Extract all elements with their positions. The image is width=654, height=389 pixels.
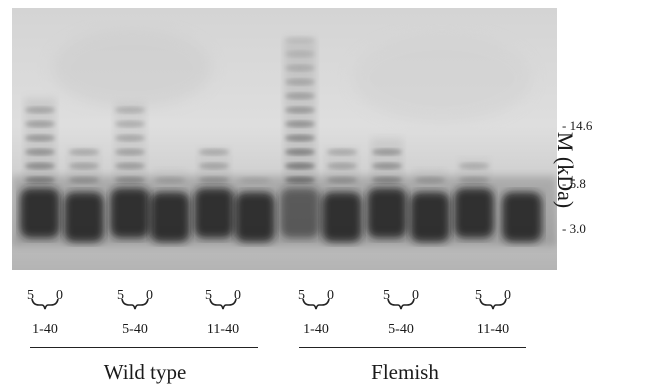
lane-high-label: 5: [205, 288, 212, 303]
lane-band: [25, 120, 55, 128]
lane-group-fl-5-40: 5 0 5-40: [383, 288, 419, 348]
group-divider-line: [30, 347, 258, 348]
lane-main-band: [454, 188, 494, 238]
marker-3-0: - 3.0: [562, 221, 586, 236]
lane-band: [115, 162, 145, 170]
lane-band: [69, 148, 99, 156]
lane-band: [459, 176, 489, 184]
lane-band: [240, 176, 270, 184]
lane-high-label: 5: [475, 288, 482, 303]
brace-icon: [302, 298, 330, 310]
lane-band: [199, 162, 229, 170]
brace-icon: [209, 298, 237, 310]
lane-band: [285, 162, 315, 170]
lane-band: [25, 106, 55, 114]
lane-range-label: 1-40: [32, 322, 58, 337]
lane-main-band: [410, 192, 450, 242]
lane-group-wt-5-40: 5 0 5-40: [117, 288, 153, 348]
lane-low-label: 0: [234, 288, 241, 303]
lane-band: [285, 176, 315, 184]
gel-blot-image: [12, 8, 557, 270]
lane-band: [285, 36, 315, 44]
lane-main-band: [322, 192, 362, 242]
brace-icon: [31, 298, 59, 310]
lane-range-label: 5-40: [388, 322, 414, 337]
lane-band: [25, 176, 55, 184]
lane-high-label: 5: [383, 288, 390, 303]
lane-main-band: [367, 188, 407, 238]
lane-band: [327, 162, 357, 170]
lane-low-label: 0: [56, 288, 63, 303]
lane-main-band: [150, 192, 190, 242]
lane-band: [327, 148, 357, 156]
brace-icon: [387, 298, 415, 310]
lane-band: [285, 92, 315, 100]
lane-band: [285, 148, 315, 156]
lane-band: [372, 176, 402, 184]
lane-band: [285, 78, 315, 86]
marker-14-6: - 14.6: [562, 118, 593, 133]
brace-icon: [121, 298, 149, 310]
lane-main-band: [194, 188, 234, 238]
lane-group-wt-11-40: 5 0 11-40: [205, 288, 241, 348]
lane-band: [69, 176, 99, 184]
lane-band: [285, 64, 315, 72]
lane-band: [155, 176, 185, 184]
axis-title: M (kDa): [553, 131, 578, 209]
lane-main-band: [280, 188, 320, 238]
lane-band: [25, 162, 55, 170]
lane-band: [199, 176, 229, 184]
lane-high-label: 5: [298, 288, 305, 303]
lane-range-label: 5-40: [122, 322, 148, 337]
lane-main-band: [235, 192, 275, 242]
lane-band: [115, 106, 145, 114]
lane-band: [199, 148, 229, 156]
lane-band: [115, 176, 145, 184]
marker-5-8: - 5.8: [562, 176, 586, 191]
lane-range-label: 11-40: [476, 322, 510, 337]
lane-high-label: 5: [27, 288, 34, 303]
lane-band: [415, 176, 445, 184]
lane-low-label: 0: [146, 288, 153, 303]
lane-group-fl-1-40: 5 0 1-40: [298, 288, 334, 348]
lane-low-label: 0: [327, 288, 334, 303]
lane-band: [115, 120, 145, 128]
lane-band: [372, 148, 402, 156]
lane-band: [285, 50, 315, 58]
lane-band: [115, 134, 145, 142]
group-label-flemish: Flemish: [371, 360, 439, 384]
lane-band: [25, 148, 55, 156]
lane-range-label: 1-40: [303, 322, 329, 337]
lane-main-band: [502, 192, 542, 242]
lane-band: [285, 134, 315, 142]
lane-smear: [114, 103, 146, 186]
lane-band: [25, 134, 55, 142]
lane-high-label: 5: [117, 288, 124, 303]
lane-group-fl-11-40: 5 0 11-40: [475, 288, 511, 348]
lane-group-wt-1-40: 5 0 1-40: [27, 288, 63, 348]
lane-main-band: [20, 188, 60, 238]
lane-band: [115, 148, 145, 156]
lane-band: [69, 162, 99, 170]
lane-band: [285, 106, 315, 114]
group-divider-line: [299, 347, 526, 348]
lane-main-band: [110, 188, 150, 238]
brace-icon: [479, 298, 507, 310]
lane-range-label: 11-40: [206, 322, 240, 337]
lane-band: [372, 162, 402, 170]
lane-band: [459, 162, 489, 170]
lane-band: [327, 176, 357, 184]
lane-band: [285, 120, 315, 128]
lane-main-band: [64, 192, 104, 242]
lane-low-label: 0: [504, 288, 511, 303]
group-label-wild-type: Wild type: [103, 360, 187, 384]
lane-low-label: 0: [412, 288, 419, 303]
